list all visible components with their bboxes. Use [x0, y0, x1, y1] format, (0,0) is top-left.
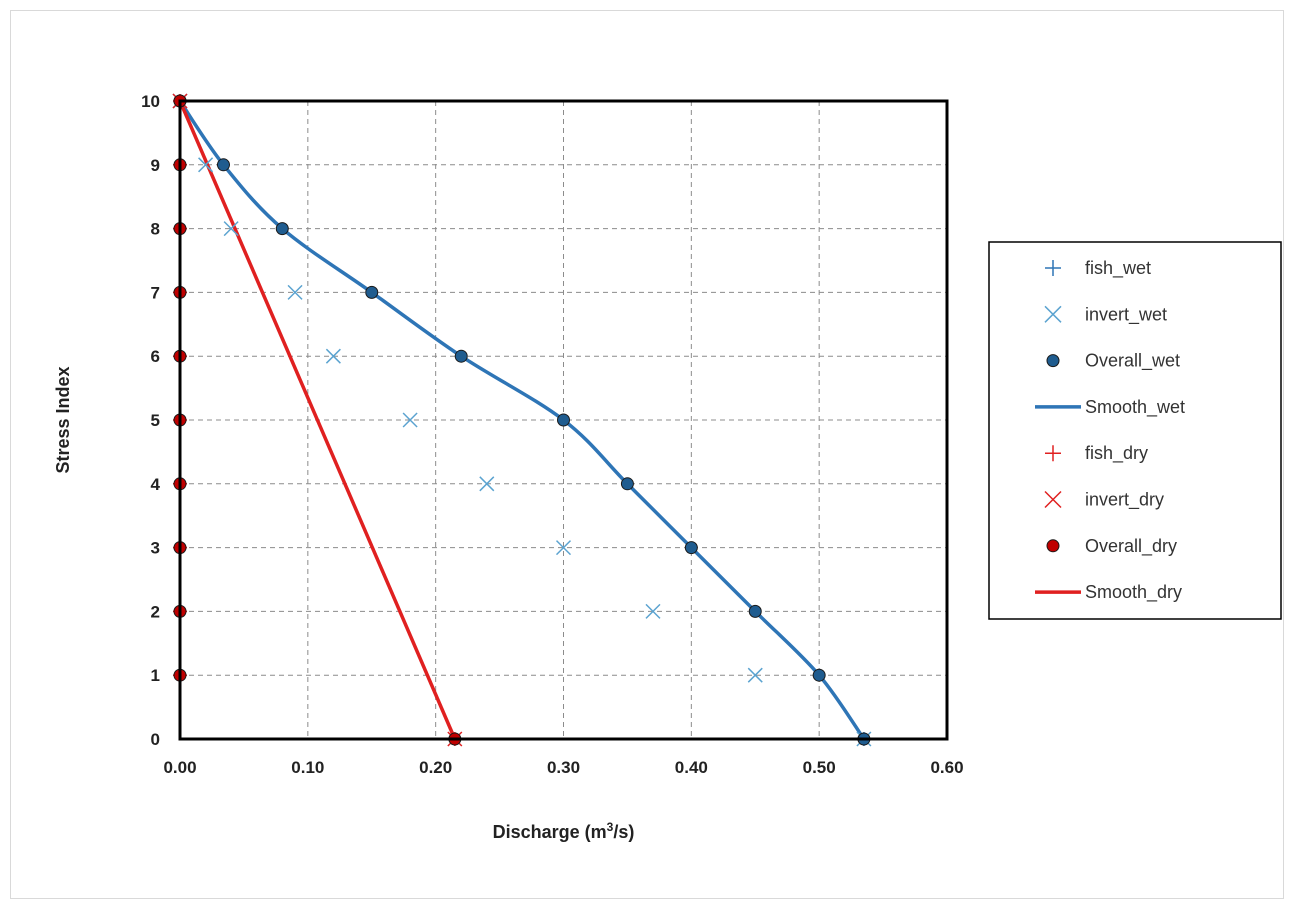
marker-invert-wet	[555, 540, 572, 556]
y-axis-title: Stress Index	[53, 366, 73, 473]
stress-discharge-chart: 0.00 0.10 0.20 0.30 0.40 0.50 0.60 0 1 2 3 4 5 6 7 8 9 1…	[53, 92, 1282, 842]
marker-overall-wet	[365, 285, 379, 299]
marker-overall-wet	[557, 413, 570, 427]
chart-frame: 0.00 0.10 0.20 0.30 0.40 0.50 0.60 0 1 2 3 4 5 6 7 8 9 1…	[10, 10, 1284, 899]
legend-label-invert-wet: invert_wet	[1085, 304, 1167, 325]
legend-swatch-fish-wet	[1045, 260, 1061, 276]
x-tick-label: 0.00	[163, 758, 196, 777]
y-tick-label: 8	[151, 220, 160, 239]
series-line-smooth-dry	[178, 100, 457, 740]
plot-area-border	[178, 99, 949, 741]
marker-overall-wet	[275, 222, 289, 236]
y-tick-label: 6	[151, 347, 160, 366]
marker-invert-wet	[645, 603, 661, 619]
y-tick-label: 4	[151, 475, 161, 494]
legend-swatch-invert-wet	[1044, 305, 1062, 323]
y-tick-label: 5	[151, 411, 160, 430]
y-tick-label: 7	[151, 283, 160, 302]
y-tick-label: 2	[151, 602, 160, 621]
y-tick-label: 10	[141, 92, 160, 111]
x-tick-label: 0.50	[803, 758, 836, 777]
y-tick-label: 1	[151, 666, 160, 685]
marker-invert-wet	[747, 667, 763, 683]
marker-overall-wet	[620, 477, 634, 491]
x-axis-title-superscript: 3	[607, 820, 614, 834]
legend-swatch-overall-dry	[1046, 539, 1060, 553]
x-tick-label: 0.20	[419, 758, 452, 777]
marker-overall-wet	[812, 668, 826, 682]
legend-swatch-overall-wet	[1046, 354, 1060, 368]
marker-invert-wet	[223, 221, 239, 237]
marker-invert-wet	[325, 348, 341, 364]
legend-label-fish-wet: fish_wet	[1085, 258, 1151, 279]
marker-overall-wet	[748, 604, 762, 618]
x-tick-label: 0.10	[291, 758, 324, 777]
y-tick-label: 3	[151, 539, 160, 558]
marker-overall-wet	[684, 541, 698, 555]
y-tick-label: 9	[151, 156, 160, 175]
legend-label-smooth-dry: Smooth_dry	[1085, 582, 1182, 603]
x-axis-title-tail: /s)	[613, 822, 634, 842]
x-tick-label: 0.60	[930, 758, 963, 777]
grid-lines	[180, 101, 947, 739]
legend-label-invert-dry: invert_dry	[1085, 490, 1164, 511]
marker-overall-wet	[454, 349, 468, 363]
legend: fish_wet invert_wet Overall_wet Smooth_wetf…	[988, 241, 1282, 620]
x-axis-title-main: Discharge (m	[493, 822, 607, 842]
legend-swatch-fish-dry	[1045, 445, 1061, 462]
marker-invert-wet	[402, 412, 418, 428]
legend-label-overall-dry: Overall_dry	[1085, 536, 1177, 557]
x-tick-labels: 0.00 0.10 0.20 0.30 0.40 0.50 0.60	[163, 758, 963, 777]
legend-box	[988, 241, 1282, 620]
y-tick-labels: 0 1 2 3 4 5 6 7 8 9 10	[141, 92, 160, 749]
marker-invert-wet	[287, 284, 303, 300]
marker-overall-wet	[216, 158, 230, 172]
legend-label-smooth-wet: Smooth_wet	[1085, 397, 1185, 418]
marker-invert-wet	[479, 476, 495, 492]
x-tick-label: 0.40	[675, 758, 708, 777]
x-tick-label: 0.30	[547, 758, 580, 777]
y-tick-label: 0	[151, 730, 160, 749]
legend-label-fish-dry: fish_dry	[1085, 443, 1148, 464]
marker-invert-wet	[198, 157, 214, 173]
x-axis-title: Discharge (m3/s)	[493, 820, 635, 842]
legend-swatch-invert-dry	[1044, 490, 1062, 509]
legend-label-overall-wet: Overall_wet	[1085, 351, 1180, 372]
